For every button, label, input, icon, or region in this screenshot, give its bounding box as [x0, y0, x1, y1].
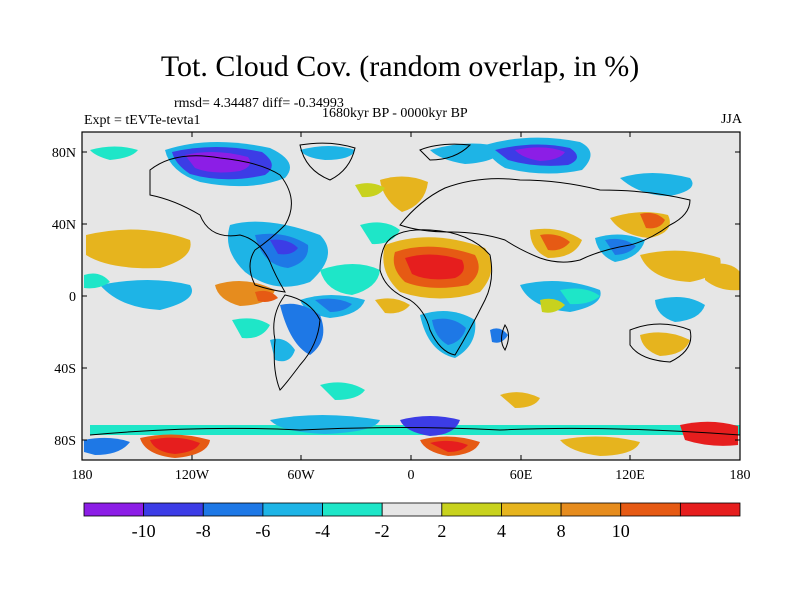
map-title: Tot. Cloud Cov. (random overlap, in %): [160, 50, 640, 83]
stats-label: rmsd= 4.34487 diff= -0.34993: [174, 96, 344, 111]
lon-tick-label: 120E: [615, 468, 645, 483]
colorbar-swatch: [83, 502, 145, 517]
lon-tick-label: 60E: [510, 468, 533, 483]
colorbar: -10 -8 -6 -4 -2 2 4 8 10: [83, 502, 741, 541]
lon-tick-label: 180: [72, 468, 93, 483]
colorbar-swatch: [441, 502, 502, 517]
lat-tick-label: 40S: [54, 362, 76, 377]
colorbar-swatch: [560, 502, 622, 517]
lat-tick-label: 80N: [52, 146, 76, 161]
coastlines: [89, 142, 741, 436]
lat-tick-label: 40N: [52, 218, 76, 233]
lat-tick-label: 0: [69, 290, 76, 305]
period-label: 1680kyr BP - 0000kyr BP: [322, 106, 468, 121]
colorbar-label: 8: [557, 521, 566, 541]
season-label: JJA: [720, 112, 742, 127]
colorbar-swatch: [262, 502, 323, 517]
colorbar-label: -4: [315, 521, 330, 541]
experiment-label: Expt = tEVTe-tevta1: [84, 113, 201, 128]
colorbar-swatch: [322, 502, 383, 517]
colorbar-label: 4: [497, 521, 506, 541]
lon-tick-label: 120W: [175, 468, 210, 483]
lon-tick-label: 60W: [287, 468, 315, 483]
anomaly-field: [82, 132, 740, 460]
colorbar-swatch: [679, 502, 741, 517]
lon-tick-label: 0: [408, 468, 415, 483]
colorbar-swatch: [143, 502, 204, 517]
lat-tick-label: 80S: [54, 434, 76, 449]
colorbar-swatch: [620, 502, 681, 517]
colorbar-label: -2: [375, 521, 390, 541]
lon-tick-label: 180: [730, 468, 751, 483]
colorbar-swatch: [202, 502, 264, 517]
colorbar-label: 10: [612, 521, 630, 541]
colorbar-label: -6: [255, 521, 270, 541]
colorbar-label: -8: [196, 521, 211, 541]
colorbar-swatch: [501, 502, 562, 517]
colorbar-swatch: [381, 502, 443, 517]
colorbar-label: 2: [437, 521, 446, 541]
colorbar-label: -10: [132, 521, 156, 541]
